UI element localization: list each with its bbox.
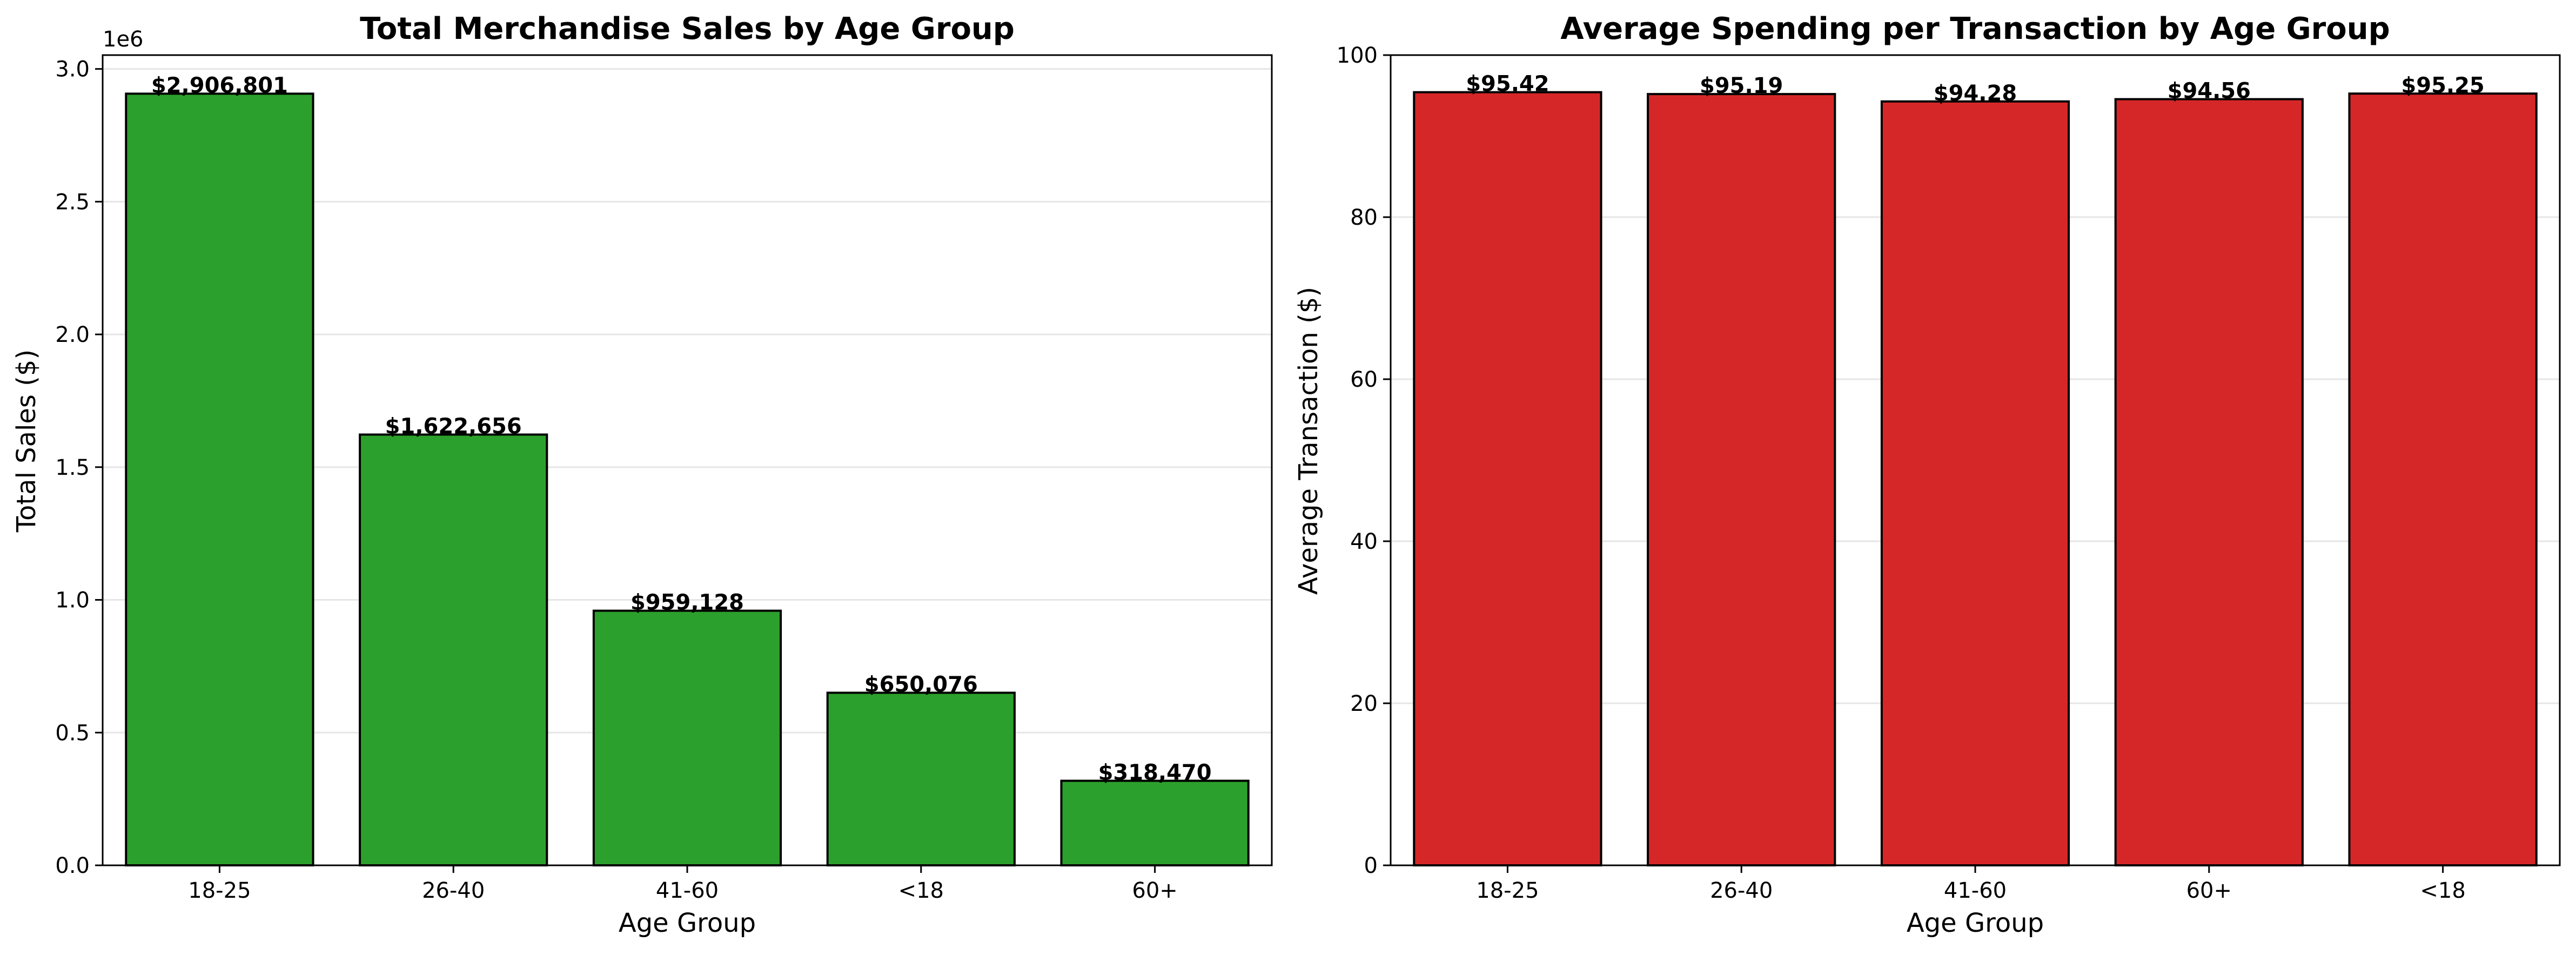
x-tick-label: 60+ xyxy=(2186,878,2232,903)
y-tick-label: 2.5 xyxy=(55,190,90,214)
data-labels: $95.42 $95.19 $94.28 $94.56 $95.25 xyxy=(1466,72,2485,106)
data-labels: $2,906,801 $1,622,656 $959,128 $650,076 $318… xyxy=(151,73,1212,785)
x-tick-label: <18 xyxy=(2420,878,2465,903)
bar xyxy=(826,691,1016,866)
y-tick-label: 60 xyxy=(1350,367,1378,392)
y-axis-label: Total Sales ($) xyxy=(11,349,42,533)
y-tick-label: 1.0 xyxy=(55,588,90,613)
data-label: $2,906,801 xyxy=(151,73,288,98)
x-axis-label: Age Group xyxy=(1907,908,2044,938)
plot-frame xyxy=(102,54,1273,866)
bar xyxy=(1413,91,1602,867)
data-label: $959,128 xyxy=(630,590,744,615)
x-tick-label: 41-60 xyxy=(656,878,719,903)
bar xyxy=(592,609,782,866)
y-tick-label: 2.0 xyxy=(55,322,90,347)
x-tick-label: <18 xyxy=(898,878,944,903)
x-tick-label: 18-25 xyxy=(188,878,251,903)
avg-spending-chart-panel: Average Spending per Transaction by Age … xyxy=(1293,11,2561,938)
y-axis-offset-label: 1e6 xyxy=(103,27,144,52)
y-tick-label: 100 xyxy=(1337,43,1378,68)
y-axis-label: Average Transaction ($) xyxy=(1293,287,1324,595)
data-label: $95.25 xyxy=(2401,73,2484,98)
data-label: $650,076 xyxy=(864,672,978,697)
y-tick-label: 20 xyxy=(1350,691,1378,716)
bar xyxy=(2348,92,2538,866)
x-tick-label: 41-60 xyxy=(1944,878,2007,903)
bar xyxy=(2114,98,2304,867)
chart-title: Average Spending per Transaction by Age … xyxy=(1560,11,2390,46)
y-ticks: 0.0 0.5 1.0 1.5 2.0 2.5 3.0 xyxy=(55,57,103,878)
bar xyxy=(1647,93,1836,866)
data-label: $95.42 xyxy=(1466,72,1549,97)
y-tick-label: 0.5 xyxy=(55,721,90,745)
y-tick-label: 3.0 xyxy=(55,57,90,82)
bar xyxy=(1880,100,2070,866)
y-tick-label: 80 xyxy=(1350,205,1378,230)
bars xyxy=(1413,91,2538,867)
y-tick-label: 1.5 xyxy=(55,455,90,480)
x-ticks: 18-25 26-40 41-60 <18 60+ xyxy=(188,865,1178,903)
data-label: $318,470 xyxy=(1098,760,1212,785)
y-tick-label: 40 xyxy=(1350,529,1378,554)
plot-frame xyxy=(1390,54,2561,866)
bar xyxy=(359,433,548,866)
data-label: $1,622,656 xyxy=(385,414,522,439)
bars xyxy=(125,92,1250,866)
sales-chart-panel: Total Merchandise Sales by Age Group Age… xyxy=(11,11,1273,938)
x-tick-label: 60+ xyxy=(1132,878,1177,903)
chart-title: Total Merchandise Sales by Age Group xyxy=(360,11,1015,46)
bar xyxy=(125,92,314,866)
x-axis-label: Age Group xyxy=(619,908,756,938)
x-tick-label: 18-25 xyxy=(1476,878,1539,903)
y-tick-label: 0 xyxy=(1364,853,1378,878)
x-tick-label: 26-40 xyxy=(1710,878,1773,903)
y-tick-label: 0.0 xyxy=(55,853,90,878)
data-label: $95.19 xyxy=(1700,73,1783,98)
x-tick-label: 26-40 xyxy=(422,878,485,903)
bar xyxy=(1060,779,1250,866)
x-ticks: 18-25 26-40 41-60 60+ <18 xyxy=(1476,865,2466,903)
data-label: $94.56 xyxy=(2168,79,2251,104)
data-label: $94.28 xyxy=(1934,81,2017,106)
y-ticks: 0 20 40 60 80 100 xyxy=(1337,43,1391,878)
